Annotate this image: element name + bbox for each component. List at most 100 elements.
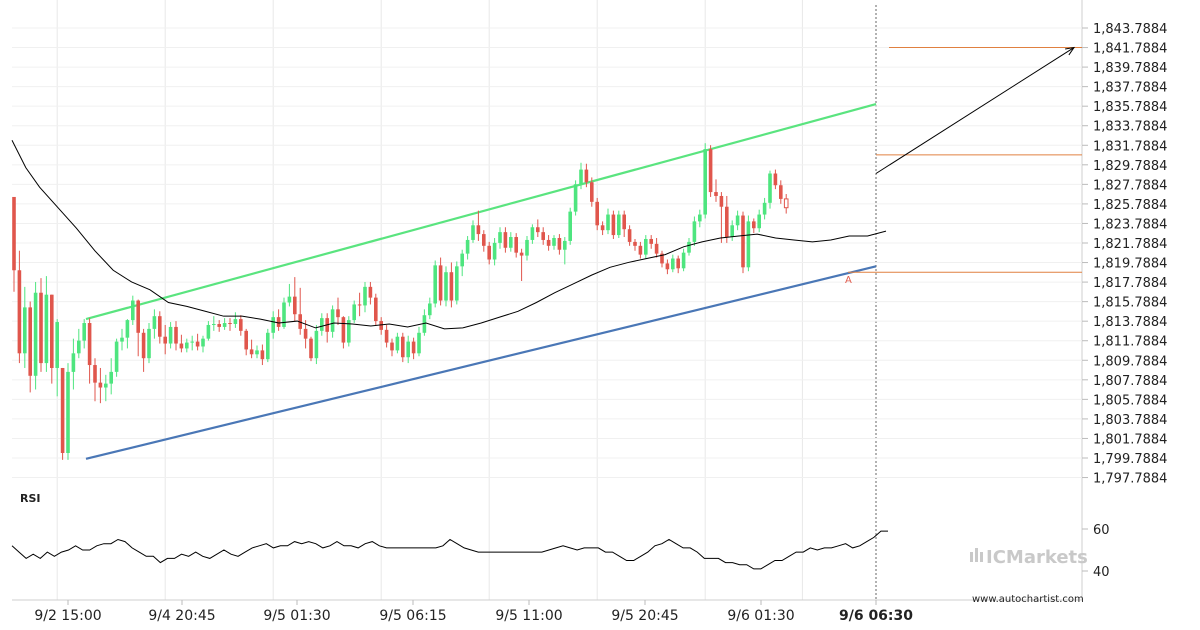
candle-body	[125, 320, 130, 338]
candle-body	[93, 365, 97, 383]
candle-body	[195, 341, 200, 347]
price-tick-label: 1,823.7884	[1093, 217, 1167, 232]
candle-body	[50, 294, 54, 368]
price-tick-label: 1,797.7884	[1093, 472, 1167, 487]
candle-body	[98, 382, 103, 388]
price-tick-label: 1,817.7884	[1093, 276, 1167, 291]
candle-body	[687, 241, 691, 253]
candle-body	[595, 201, 599, 226]
candle-body	[665, 263, 670, 270]
price-levels	[848, 47, 1082, 273]
time-tick-label: 9/5 06:15	[379, 608, 446, 624]
candle-body	[584, 169, 589, 183]
candle-body	[17, 270, 22, 354]
candle-body	[201, 338, 205, 347]
candle-body	[509, 237, 513, 248]
candle-body	[239, 319, 243, 331]
candle-body	[185, 342, 189, 349]
projection-arrow-head	[1065, 46, 1076, 56]
candle-body	[136, 300, 140, 333]
price-tick-label: 1,835.7884	[1093, 100, 1167, 115]
candle-body	[600, 225, 605, 231]
candle-body	[363, 286, 367, 306]
candle-body	[590, 182, 594, 202]
candle-body	[336, 309, 340, 318]
rsi-tick-label: 60	[1093, 523, 1110, 538]
candle-body	[460, 253, 464, 267]
candle-body	[341, 317, 346, 343]
candle-body	[233, 319, 238, 325]
candle-body	[114, 341, 119, 372]
candle-body	[698, 214, 702, 222]
candle-body	[55, 322, 59, 368]
candle-body	[536, 227, 540, 233]
candle-body	[287, 296, 292, 303]
candle-body	[217, 324, 221, 327]
candle-body	[449, 272, 454, 301]
price-tick-label: 1,815.7884	[1093, 296, 1167, 311]
candle-body	[649, 238, 653, 244]
candle-body	[352, 304, 356, 321]
moving-average	[11, 140, 887, 330]
price-tick-label: 1,837.7884	[1093, 81, 1167, 96]
candle-body	[104, 383, 108, 388]
candle-body	[39, 292, 43, 364]
price-tick-label: 1,841.7884	[1093, 42, 1167, 57]
candle-body	[741, 215, 745, 268]
candle-body	[71, 353, 76, 372]
candle-body	[23, 307, 27, 354]
candle-body	[266, 332, 270, 360]
watermark-brand: ICMarkets	[986, 547, 1088, 568]
time-tick-label: 9/6 01:30	[727, 608, 794, 624]
candle-body	[703, 149, 707, 215]
candle-body	[783, 198, 789, 209]
price-tick-label: 1,825.7884	[1093, 198, 1167, 213]
price-axis: 1,843.7884 1,841.7884 1,839.7884 1,837.7884…	[1082, 22, 1167, 487]
candle-body	[406, 341, 410, 358]
candle-body	[557, 238, 562, 250]
candle-body	[476, 225, 481, 235]
rsi-panel: 60 40	[11, 523, 1110, 580]
candle-body	[374, 297, 378, 322]
candle-body	[206, 324, 211, 339]
candle-body	[714, 192, 718, 196]
candle-body	[638, 245, 643, 255]
candle-body	[293, 296, 297, 315]
price-tick-label: 1,803.7884	[1093, 413, 1167, 428]
price-grid	[12, 0, 1083, 601]
candle-body	[298, 314, 302, 329]
candle-body	[541, 232, 545, 240]
candle-body	[33, 292, 38, 376]
channel-lower-line	[85, 265, 877, 460]
candle-body	[168, 326, 173, 344]
candle-body	[487, 245, 491, 260]
candle-body	[492, 242, 497, 260]
candle-body	[546, 239, 551, 246]
candle-body	[654, 243, 659, 254]
candle-body	[676, 258, 680, 269]
candle-body	[190, 341, 194, 343]
candle-body	[82, 323, 86, 341]
projection-arrow	[875, 46, 1076, 174]
price-tick-label: 1,829.7884	[1093, 159, 1167, 174]
candle-body	[28, 307, 32, 376]
candle-body	[768, 173, 772, 203]
price-tick-label: 1,827.7884	[1093, 178, 1167, 193]
channel-upper-line	[85, 103, 877, 321]
candle-body	[44, 294, 49, 364]
candle-body	[617, 214, 621, 236]
candle-body	[773, 173, 778, 186]
candle-body	[330, 309, 335, 332]
candle-body	[395, 336, 400, 351]
candle-body	[174, 326, 178, 344]
time-tick-label: 9/5 01:30	[263, 608, 330, 624]
price-tick-label: 1,807.7884	[1093, 374, 1167, 389]
time-tick-label: 9/2 15:00	[34, 608, 101, 624]
rsi-line	[11, 530, 888, 570]
candle-body	[622, 214, 626, 230]
candle-body	[66, 371, 70, 454]
candle-body	[708, 149, 713, 193]
candle-body	[525, 239, 529, 256]
candle-body	[255, 350, 259, 355]
